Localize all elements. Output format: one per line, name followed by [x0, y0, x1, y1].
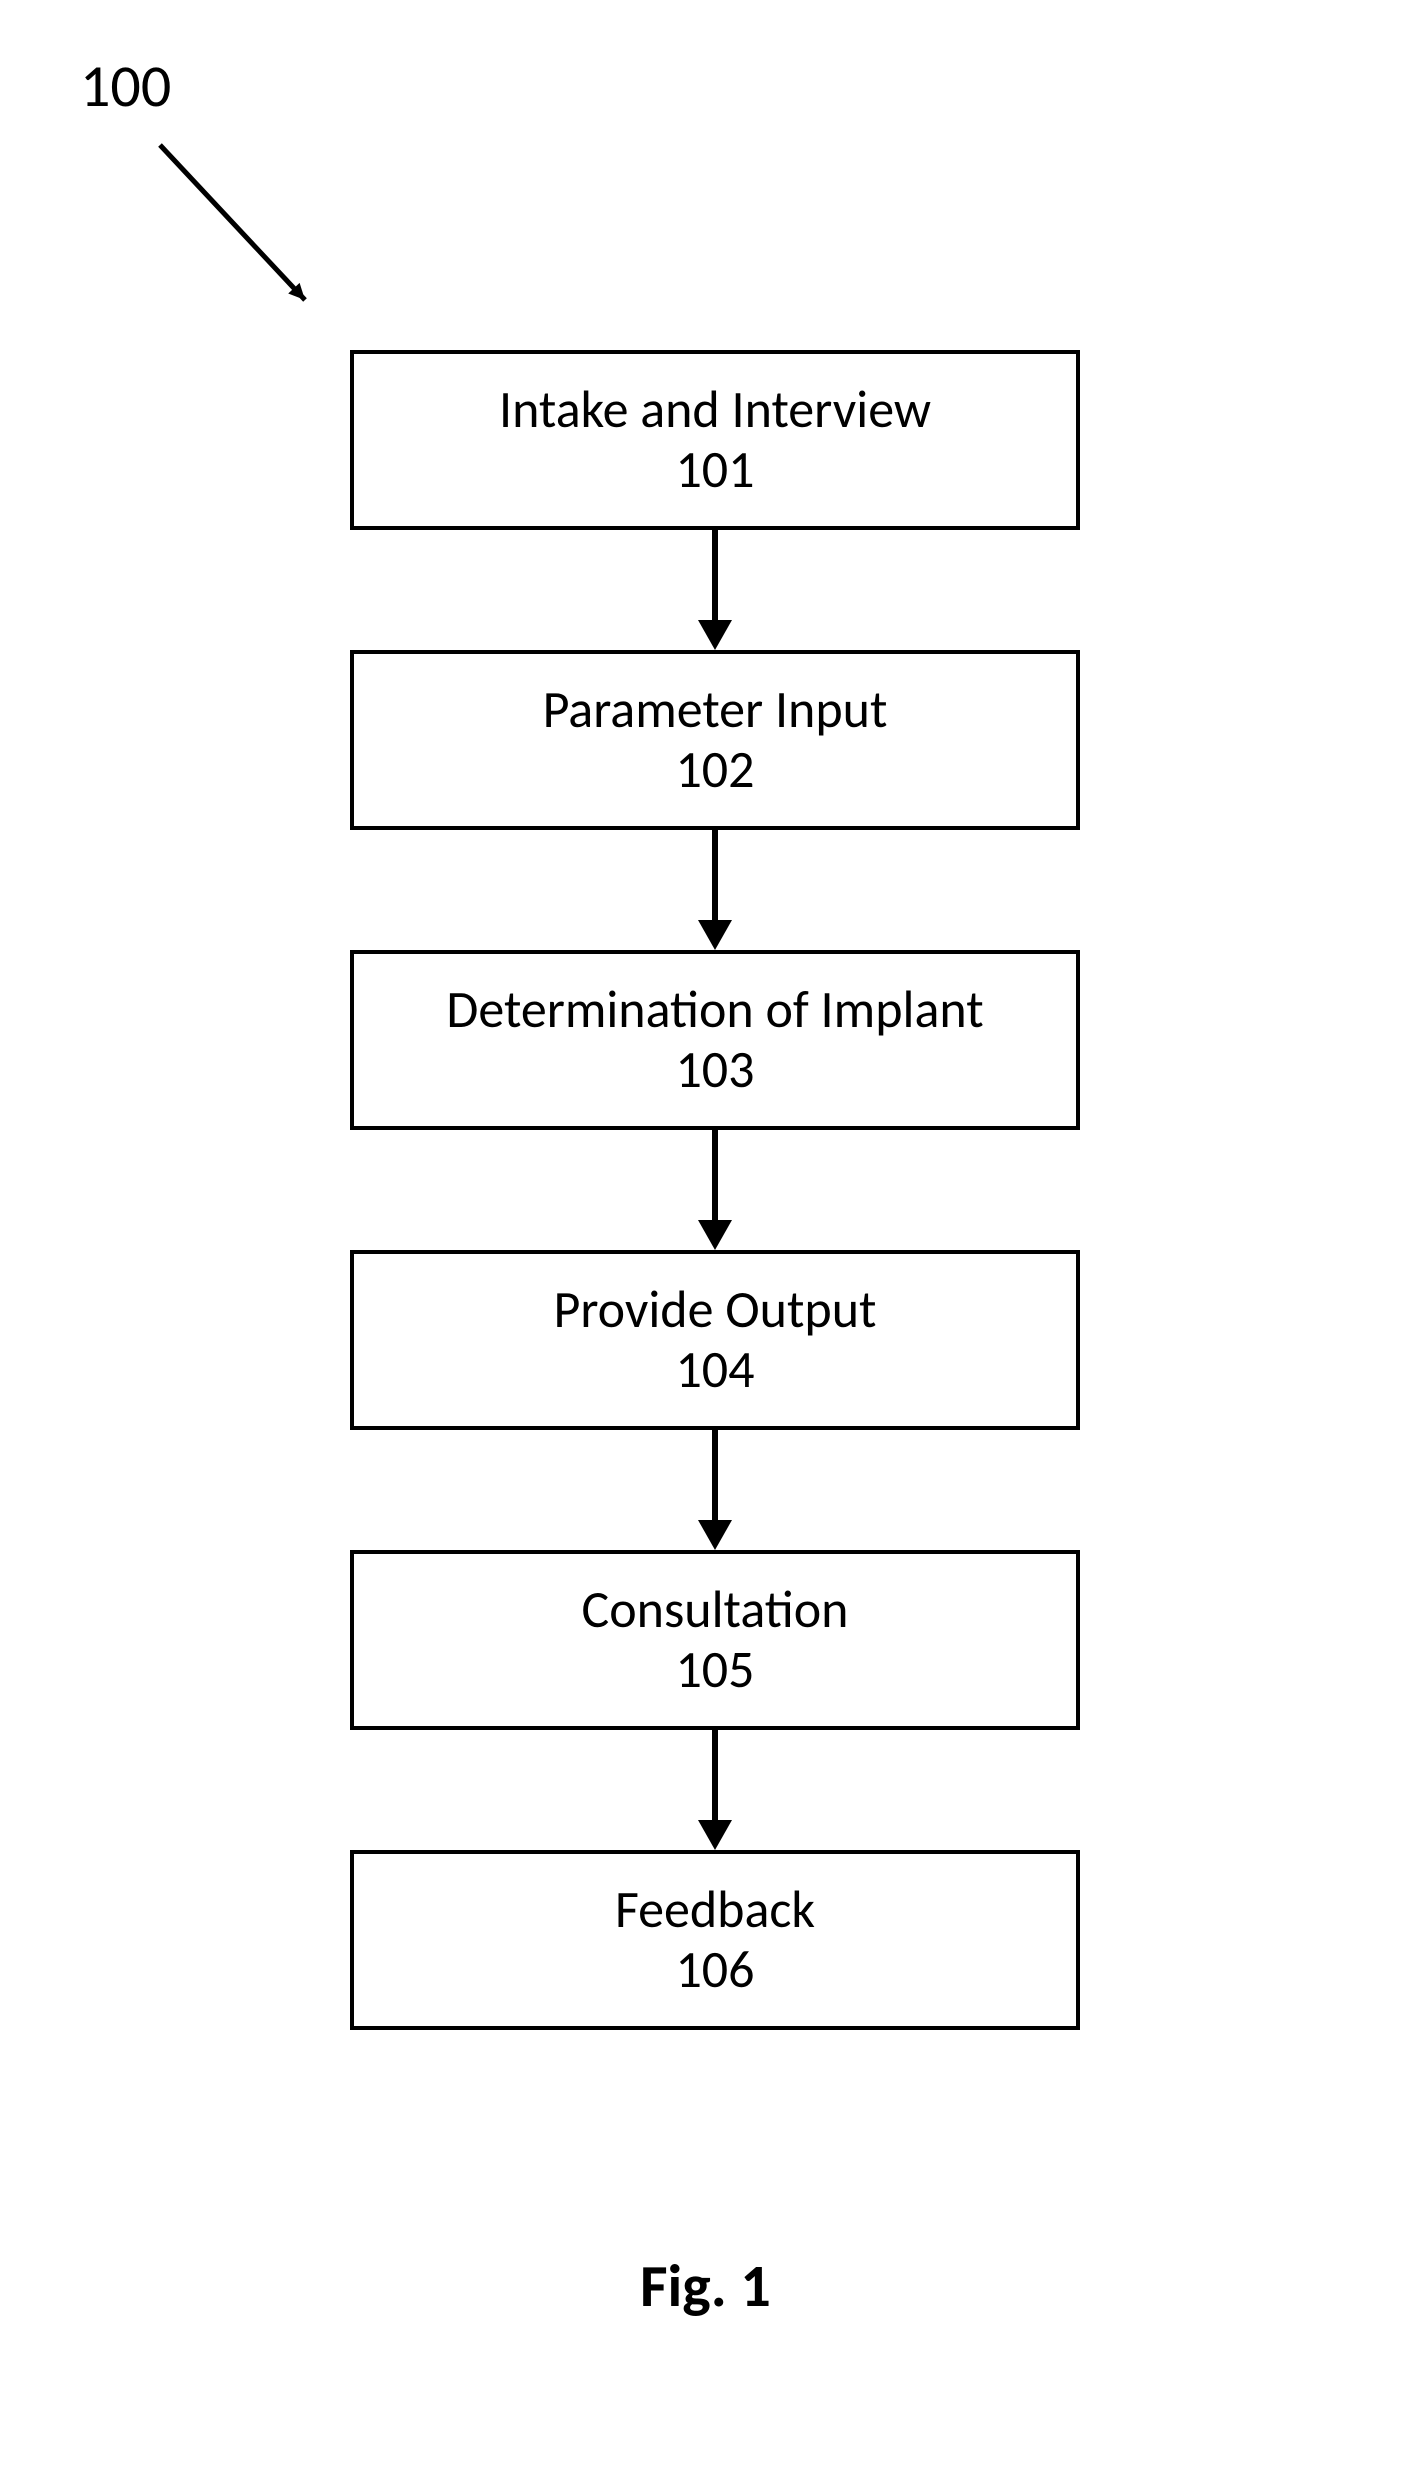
- flow-node-number: 106: [675, 1940, 754, 2000]
- flow-node-number: 103: [675, 1040, 754, 1100]
- flow-node: Feedback106: [350, 1850, 1080, 2030]
- flow-node: Provide Output104: [350, 1250, 1080, 1430]
- flow-node-number: 101: [675, 440, 754, 500]
- flow-node: Consultation105: [350, 1550, 1080, 1730]
- flow-node-title: Determination of Implant: [446, 980, 983, 1040]
- flow-node-number: 104: [675, 1340, 754, 1400]
- flow-node-number: 105: [675, 1640, 754, 1700]
- flow-edge: [698, 530, 732, 650]
- flow-node: Parameter Input102: [350, 650, 1080, 830]
- flow-edge: [698, 1130, 732, 1250]
- flow-edge: [698, 1430, 732, 1550]
- flow-node-title: Intake and Interview: [499, 380, 931, 440]
- flow-node-title: Consultation: [582, 1580, 849, 1640]
- flow-edge: [698, 830, 732, 950]
- flow-node: Intake and Interview101: [350, 350, 1080, 530]
- flow-node: Determination of Implant103: [350, 950, 1080, 1130]
- figure-caption: Fig. 1: [640, 2250, 771, 2323]
- flow-node-title: Provide Output: [554, 1280, 877, 1340]
- flow-node-number: 102: [675, 740, 754, 800]
- flow-node-title: Parameter Input: [543, 680, 888, 740]
- reference-label: 100: [80, 50, 171, 123]
- reference-arrow: [130, 115, 335, 330]
- flowchart-canvas: 100 Fig. 1 Intake and Interview101 Parame…: [0, 0, 1424, 2484]
- flow-edge: [698, 1730, 732, 1850]
- flow-node-title: Feedback: [615, 1880, 815, 1940]
